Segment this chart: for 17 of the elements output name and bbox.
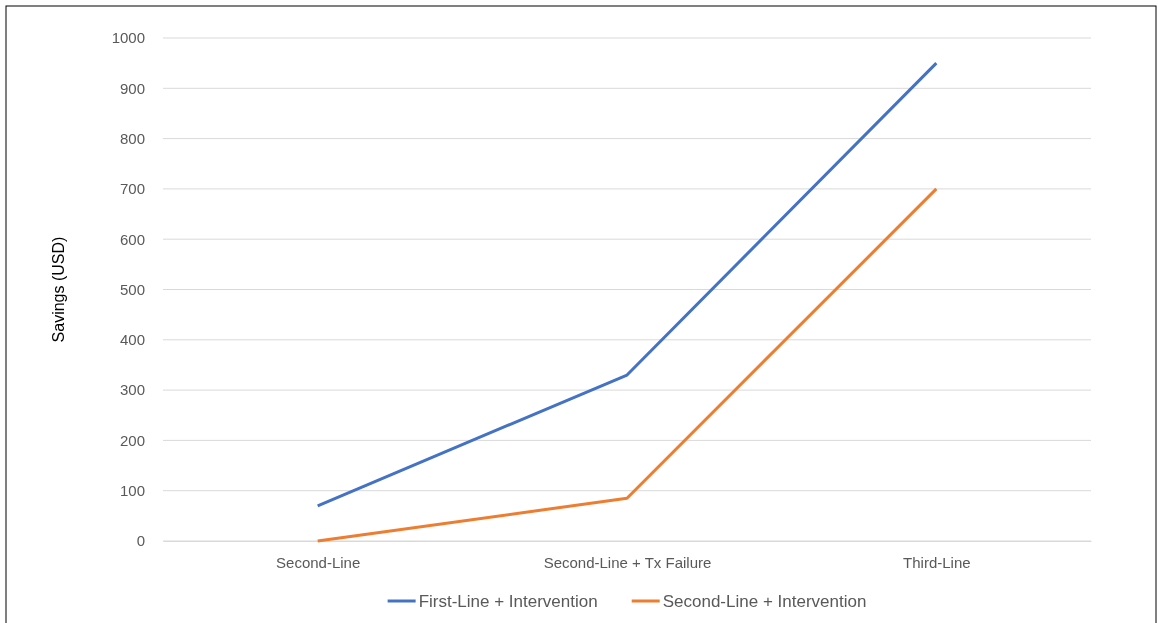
y-tick-label: 300 — [119, 381, 145, 399]
y-tick-label: 700 — [119, 180, 145, 198]
y-tick-label: 100 — [119, 482, 145, 499]
y-tick-label: 400 — [119, 331, 145, 349]
legend-label: First-Line + Intervention — [418, 592, 598, 611]
x-tick-label: Second-Line — [276, 553, 361, 571]
y-tick-label: 600 — [119, 230, 145, 248]
y-tick-label: 900 — [119, 79, 145, 97]
x-tick-label: Second-Line + Tx Failure — [543, 553, 712, 571]
y-axis-title: Savings (USD) — [50, 236, 67, 343]
y-tick-label: 1000 — [111, 29, 145, 47]
y-tick-label: 0 — [136, 532, 145, 550]
legend-label: Second-Line + Intervention — [662, 592, 867, 611]
y-tick-label: 500 — [119, 280, 145, 298]
x-tick-label: Third-Line — [903, 553, 971, 571]
y-tick-label: 200 — [119, 431, 145, 449]
y-tick-label: 800 — [119, 129, 145, 147]
